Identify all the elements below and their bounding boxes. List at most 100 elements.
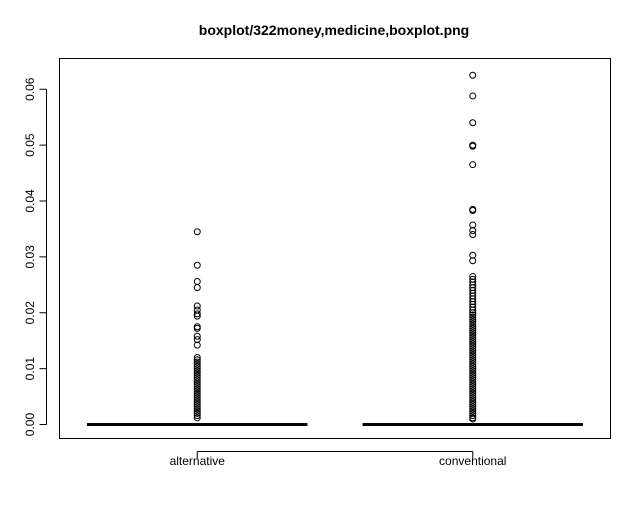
outlier-point (469, 362, 477, 370)
outlier-point (469, 407, 477, 415)
outlier-point (469, 347, 477, 355)
outlier-point (193, 332, 201, 340)
outlier-point (193, 378, 201, 386)
y-tick-label: 0.01 (23, 357, 37, 381)
outlier-point (193, 302, 201, 310)
outlier-point (193, 356, 201, 364)
outlier-point (469, 342, 477, 350)
outlier-point (469, 322, 477, 330)
outlier-point (469, 331, 477, 339)
outlier-point (469, 378, 477, 386)
outlier-point (469, 318, 477, 326)
outlier-point (469, 231, 477, 239)
y-tick-label: 0.03 (23, 245, 37, 269)
outlier-point (469, 358, 477, 366)
y-tick-label: 0.06 (23, 77, 37, 101)
outlier-point (469, 367, 477, 375)
outlier-point (193, 284, 201, 292)
x-tick-label: conventional (439, 454, 506, 468)
y-tick-label: 0.05 (23, 133, 37, 157)
boxes (87, 71, 583, 427)
outlier-point (469, 340, 477, 348)
outlier-point (193, 380, 201, 388)
y-axis: 0.00 0.01 0.02 0.03 0.04 0.05 0.06 (23, 77, 47, 436)
outlier-point (469, 349, 477, 357)
outlier-point (193, 409, 201, 417)
outlier-point (469, 309, 477, 317)
outlier-point (193, 412, 201, 420)
outlier-point (193, 353, 201, 361)
outlier-point (193, 403, 201, 411)
outlier-point (193, 312, 201, 320)
outlier-point (469, 329, 477, 337)
outlier-point (469, 369, 477, 377)
plot-frame (59, 58, 611, 439)
outlier-point (193, 394, 201, 402)
x-tick-label: alternative (170, 454, 226, 468)
y-tick-label: 0.02 (23, 301, 37, 325)
outlier-point (193, 369, 201, 377)
outlier-point (469, 306, 477, 314)
outlier-point (193, 398, 201, 406)
box-conventional (362, 71, 583, 427)
outlier-point (469, 380, 477, 388)
outlier-point (469, 396, 477, 404)
outlier-point (469, 385, 477, 393)
outlier-point (193, 341, 201, 349)
outlier-point (193, 376, 201, 384)
outlier-point (469, 405, 477, 413)
outlier-point (469, 92, 477, 100)
box-alternative (87, 228, 308, 427)
outlier-point (193, 360, 201, 368)
outlier-point (469, 315, 477, 323)
outlier-point (469, 412, 477, 420)
outlier-point (469, 400, 477, 408)
outlier-point (193, 391, 201, 399)
y-tick-label: 0.04 (23, 189, 37, 213)
outlier-point (193, 371, 201, 379)
outlier-point (193, 261, 201, 269)
outlier-point (469, 161, 477, 169)
outlier-point (469, 394, 477, 402)
outlier-point (469, 391, 477, 399)
outlier-point (469, 415, 477, 423)
outlier-point (193, 383, 201, 391)
chart-title: boxplot/322money,medicine,boxplot.png (199, 22, 469, 38)
outlier-point (469, 119, 477, 127)
outlier-point (469, 257, 477, 265)
outlier-point (469, 371, 477, 379)
outlier-point (193, 385, 201, 393)
outlier-point (469, 345, 477, 353)
outlier-point (193, 414, 201, 422)
outlier-point (469, 336, 477, 344)
outlier-point (193, 362, 201, 370)
outlier-point (469, 351, 477, 359)
outlier-point (469, 374, 477, 382)
outlier-point (193, 396, 201, 404)
outlier-point (193, 365, 201, 373)
x-axis: alternative conventional (170, 451, 506, 468)
outlier-point (193, 310, 201, 318)
outlier-point (469, 389, 477, 397)
outlier-point (469, 227, 477, 235)
outlier-point (469, 338, 477, 346)
outlier-point (469, 403, 477, 411)
outlier-point (469, 324, 477, 332)
outlier-point (469, 383, 477, 391)
outlier-point (193, 367, 201, 375)
outlier-point (469, 71, 477, 79)
outlier-point (469, 376, 477, 384)
outlier-point (193, 407, 201, 415)
outlier-point (193, 358, 201, 366)
outlier-point (193, 277, 201, 285)
outlier-point (469, 207, 477, 214)
outlier-point (469, 320, 477, 328)
outlier-point (193, 405, 201, 413)
outlier-point (469, 356, 477, 364)
y-tick-label: 0.00 (23, 413, 37, 437)
outlier-point (469, 387, 477, 395)
outlier-point (469, 398, 477, 406)
outlier-point (469, 333, 477, 341)
outlier-point (193, 389, 201, 397)
